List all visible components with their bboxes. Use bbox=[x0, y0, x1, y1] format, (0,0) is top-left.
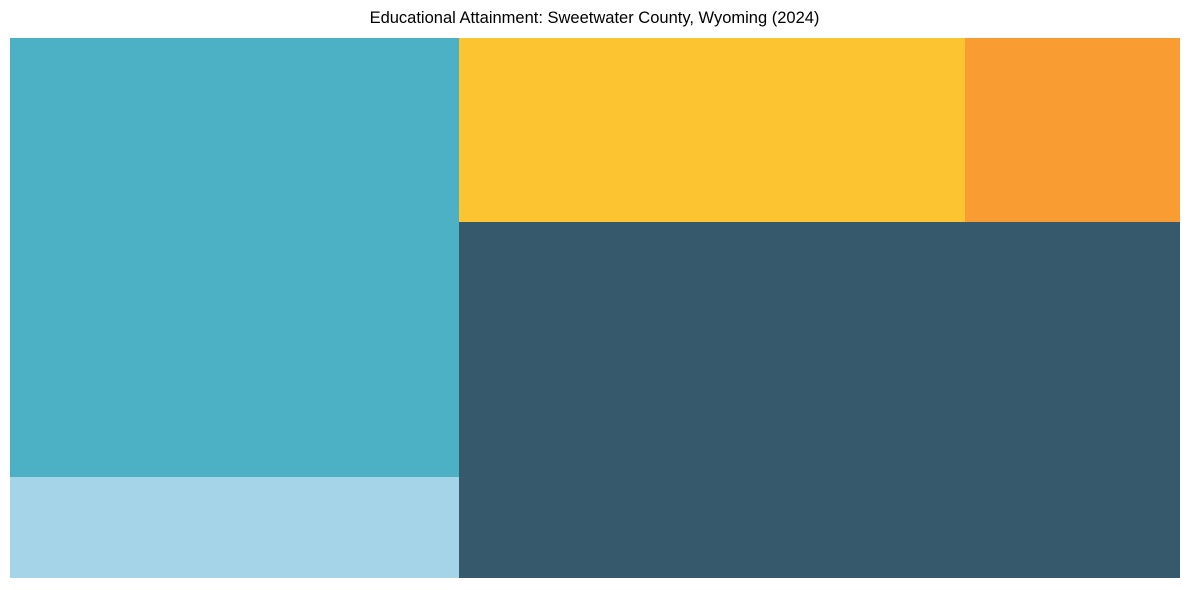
treemap-segment-light-blue bbox=[10, 477, 460, 578]
treemap-segment-dark-slate bbox=[459, 222, 1180, 578]
treemap-segment-yellow bbox=[459, 38, 966, 223]
treemap-plot bbox=[10, 38, 1180, 578]
treemap-segment-teal bbox=[10, 38, 460, 478]
treemap-segment-orange bbox=[965, 38, 1180, 223]
chart-title: Educational Attainment: Sweetwater Count… bbox=[369, 9, 820, 27]
